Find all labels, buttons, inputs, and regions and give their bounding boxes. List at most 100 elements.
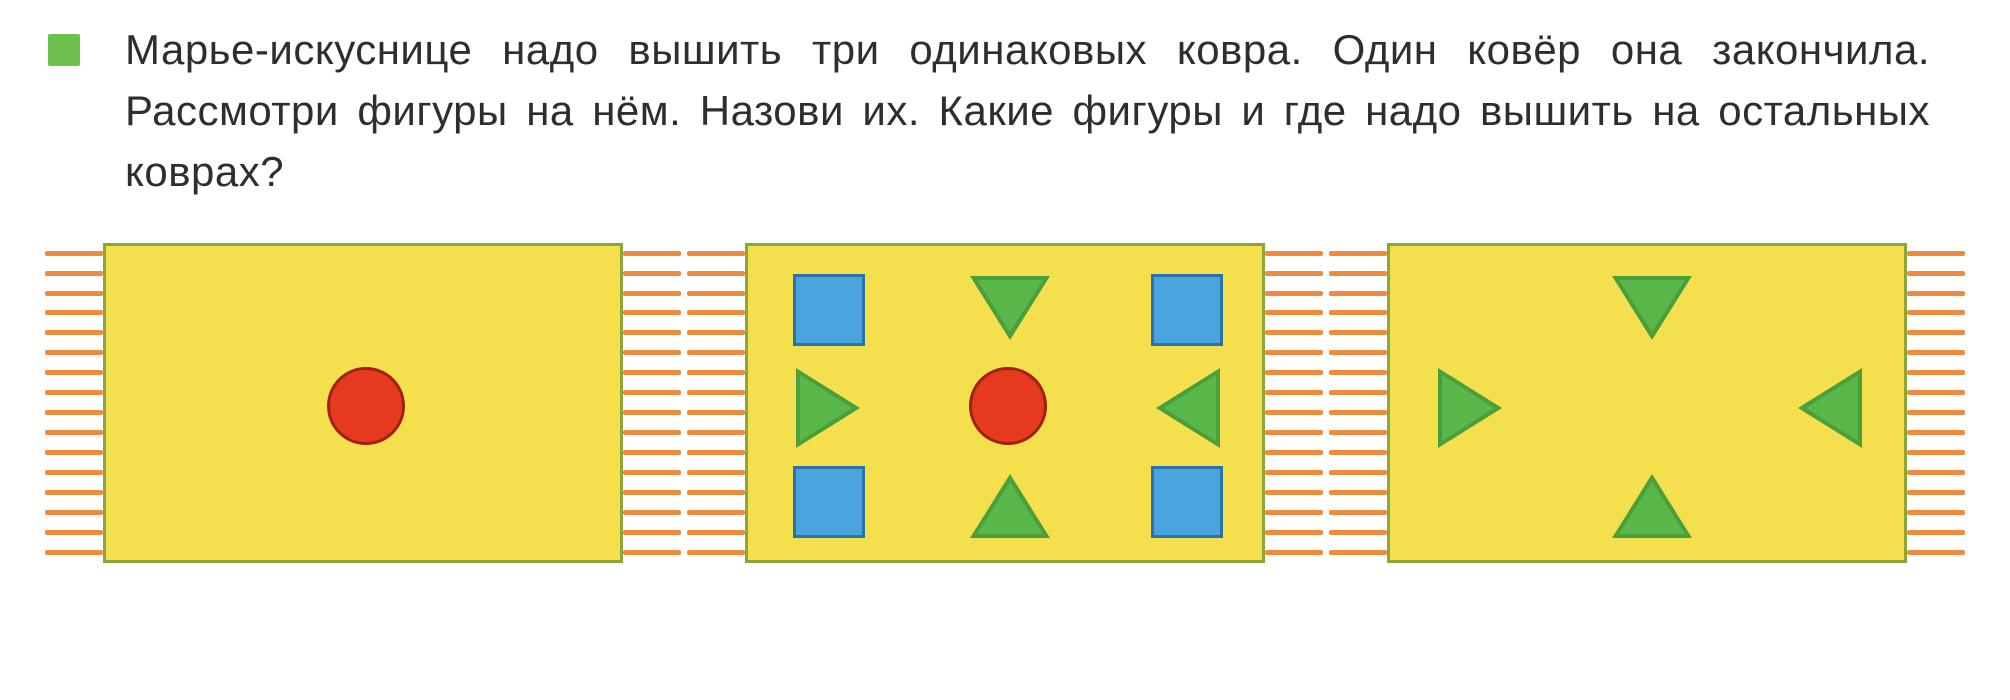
fringe-line xyxy=(1329,550,1387,555)
carpet-fringe xyxy=(623,243,681,563)
fringe-line xyxy=(623,550,681,555)
fringe-line xyxy=(1907,330,1965,335)
fringe-line xyxy=(687,370,745,375)
fringe-line xyxy=(687,490,745,495)
square-shape xyxy=(1151,466,1223,538)
fringe-line xyxy=(1265,291,1323,296)
fringe-line xyxy=(45,330,103,335)
carpet-1 xyxy=(45,243,681,563)
fringe-line xyxy=(45,470,103,475)
square-shape xyxy=(1151,274,1223,346)
circle-shape xyxy=(327,367,405,445)
rug-body xyxy=(745,243,1265,563)
triangle-shape-down xyxy=(970,276,1050,340)
fringe-line xyxy=(45,510,103,515)
fringe-line xyxy=(1907,350,1965,355)
fringe-line xyxy=(623,430,681,435)
fringe-line xyxy=(1907,271,1965,276)
triangle-shape-right xyxy=(1438,368,1502,448)
fringe-line xyxy=(623,530,681,535)
fringe-line xyxy=(687,550,745,555)
triangle-shape-left xyxy=(1156,368,1220,448)
fringe-line xyxy=(1329,490,1387,495)
fringe-line xyxy=(1329,370,1387,375)
fringe-line xyxy=(623,450,681,455)
fringe-line xyxy=(45,251,103,256)
fringe-line xyxy=(1907,550,1965,555)
fringe-line xyxy=(1907,490,1965,495)
fringe-line xyxy=(45,430,103,435)
bullet-marker xyxy=(48,34,80,66)
fringe-line xyxy=(623,350,681,355)
fringe-line xyxy=(1329,291,1387,296)
fringe-line xyxy=(1329,430,1387,435)
circle-shape xyxy=(969,367,1047,445)
fringe-line xyxy=(1265,470,1323,475)
carpet-fringe xyxy=(45,243,103,563)
carpet-fringe xyxy=(1907,243,1965,563)
fringe-line xyxy=(45,370,103,375)
carpet-fringe xyxy=(1329,243,1387,563)
fringe-line xyxy=(687,450,745,455)
square-shape xyxy=(793,466,865,538)
fringe-line xyxy=(1907,510,1965,515)
fringe-line xyxy=(1265,350,1323,355)
carpet-fringe xyxy=(1265,243,1323,563)
fringe-line xyxy=(1265,450,1323,455)
fringe-line xyxy=(623,310,681,315)
fringe-line xyxy=(45,390,103,395)
fringe-line xyxy=(1907,310,1965,315)
fringe-line xyxy=(1907,470,1965,475)
fringe-line xyxy=(1329,330,1387,335)
fringe-line xyxy=(623,470,681,475)
fringe-line xyxy=(1329,350,1387,355)
fringe-line xyxy=(1907,370,1965,375)
square-shape xyxy=(793,274,865,346)
fringe-line xyxy=(1329,510,1387,515)
fringe-line xyxy=(45,291,103,296)
fringe-line xyxy=(45,310,103,315)
fringe-line xyxy=(45,450,103,455)
fringe-line xyxy=(1329,530,1387,535)
fringe-line xyxy=(1907,530,1965,535)
fringe-line xyxy=(1907,430,1965,435)
fringe-line xyxy=(1265,330,1323,335)
fringe-line xyxy=(1329,410,1387,415)
fringe-line xyxy=(687,430,745,435)
fringe-line xyxy=(623,410,681,415)
fringe-line xyxy=(687,251,745,256)
fringe-line xyxy=(687,271,745,276)
fringe-line xyxy=(687,470,745,475)
fringe-line xyxy=(687,330,745,335)
fringe-line xyxy=(45,550,103,555)
rug-body xyxy=(1387,243,1907,563)
triangle-shape-right xyxy=(796,368,860,448)
carpet-2 xyxy=(687,243,1323,563)
fringe-line xyxy=(1265,370,1323,375)
carpet-fringe xyxy=(687,243,745,563)
fringe-line xyxy=(623,251,681,256)
fringe-line xyxy=(45,271,103,276)
fringe-line xyxy=(1265,271,1323,276)
fringe-line xyxy=(623,271,681,276)
fringe-line xyxy=(1265,410,1323,415)
fringe-line xyxy=(1907,251,1965,256)
fringe-line xyxy=(1265,390,1323,395)
fringe-line xyxy=(1265,510,1323,515)
fringe-line xyxy=(1329,470,1387,475)
fringe-line xyxy=(1329,390,1387,395)
carpet-3 xyxy=(1329,243,1965,563)
fringe-line xyxy=(687,390,745,395)
fringe-line xyxy=(687,310,745,315)
fringe-line xyxy=(1265,530,1323,535)
rug-body xyxy=(103,243,623,563)
fringe-line xyxy=(687,510,745,515)
fringe-line xyxy=(45,350,103,355)
fringe-line xyxy=(687,291,745,296)
fringe-line xyxy=(1265,430,1323,435)
triangle-shape-left xyxy=(1798,368,1862,448)
fringe-line xyxy=(623,370,681,375)
triangle-shape-up xyxy=(970,474,1050,538)
fringe-line xyxy=(1265,550,1323,555)
fringe-line xyxy=(687,410,745,415)
